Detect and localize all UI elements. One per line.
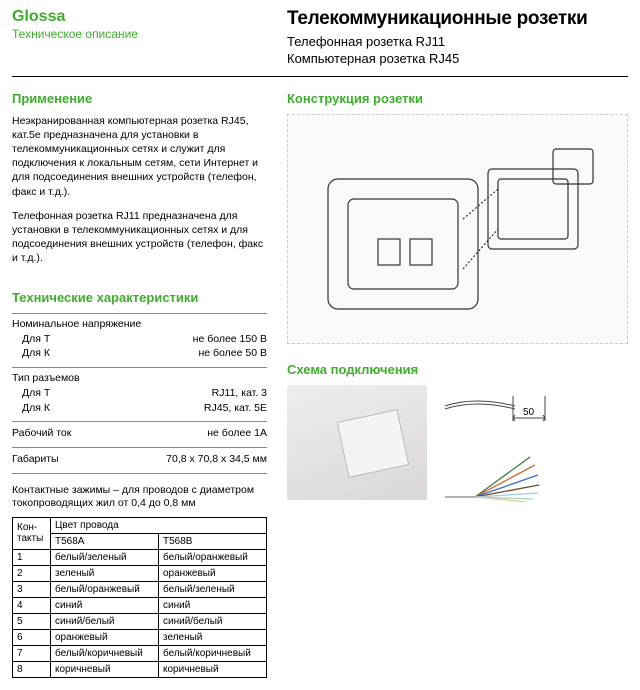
table-row: 5синий/белыйсиний/белый [13, 613, 267, 629]
spec-key: Рабочий ток [12, 426, 71, 441]
page-subtitle-1: Телефонная розетка RJ11 [287, 34, 628, 51]
wiring-photo [287, 385, 427, 500]
spec-key: Для Т [22, 386, 50, 401]
table-cell: 5 [13, 613, 51, 629]
table-cell: белый/коричневый [159, 645, 267, 661]
schema-row: 50 [287, 385, 628, 502]
socket-exploded-icon [298, 119, 618, 339]
table-cell: оранжевый [159, 565, 267, 581]
header-left: Glossa Техническое описание [12, 8, 267, 68]
table-cell: оранжевый [51, 629, 159, 645]
th-colorgroup: Цвет провода [51, 517, 267, 533]
section-construction: Конструкция розетки [287, 91, 628, 106]
table-row: 3белый/оранжевыйбелый/зеленый [13, 581, 267, 597]
table-row: 4синийсиний [13, 597, 267, 613]
th-contacts: Кон-такты [13, 517, 51, 549]
spec-key: Габариты [12, 452, 59, 467]
section-application: Применение [12, 91, 267, 106]
header-right: Телекоммуникационные розетки Телефонная … [287, 8, 628, 68]
table-cell: коричневый [159, 661, 267, 677]
table-cell: синий/белый [159, 613, 267, 629]
table-cell: зеленый [51, 565, 159, 581]
spec-row: Для Т не более 150 В [12, 332, 267, 347]
table-cell: синий/белый [51, 613, 159, 629]
table-cell: 2 [13, 565, 51, 581]
spec-voltage: Номинальное напряжение Для Т не более 15… [12, 318, 267, 361]
spec-connector-label: Тип разъемов [12, 372, 267, 384]
spec-row: Рабочий ток не более 1А [12, 426, 267, 441]
wire-fan-icon [435, 447, 555, 502]
spec-val: RJ45, кат. 5Е [204, 401, 267, 416]
clamp-note: Контактные зажимы – для проводов с диаме… [12, 484, 267, 511]
spec-val: 70,8 х 70,8 х 34,5 мм [166, 452, 267, 467]
column-left: Применение Неэкранированная компьютерная… [12, 91, 267, 678]
table-cell: 7 [13, 645, 51, 661]
spec-row: Для Т RJ11, кат. 3 [12, 386, 267, 401]
spec-voltage-label: Номинальное напряжение [12, 318, 267, 330]
spec-val: не более 50 В [198, 346, 267, 361]
spec-divider [12, 313, 267, 314]
table-row: 1белый/зеленыйбелый/оранжевый [13, 549, 267, 565]
table-cell: белый/оранжевый [51, 581, 159, 597]
table-cell: коричневый [51, 661, 159, 677]
spec-row: Для К не более 50 В [12, 346, 267, 361]
header: Glossa Техническое описание Телекоммуник… [12, 8, 628, 68]
table-row: T568A T568B [13, 533, 267, 549]
header-divider [12, 76, 628, 77]
spec-dims: Габариты 70,8 х 70,8 х 34,5 мм [12, 452, 267, 467]
table-row: 6оранжевыйзеленый [13, 629, 267, 645]
spec-key: Для Т [22, 332, 50, 347]
table-cell: зеленый [159, 629, 267, 645]
dim-value: 50 [523, 407, 535, 418]
schema-dimensions: 50 [435, 391, 555, 502]
table-row: 2зеленыйоранжевый [13, 565, 267, 581]
table-cell: 3 [13, 581, 51, 597]
application-p1: Неэкранированная компьютерная розетка RJ… [12, 114, 267, 199]
spec-row: Габариты 70,8 х 70,8 х 34,5 мм [12, 452, 267, 467]
table-cell: 8 [13, 661, 51, 677]
table-body: 1белый/зеленыйбелый/оранжевый2зеленыйора… [13, 549, 267, 677]
table-row: 7белый/коричневыйбелый/коричневый [13, 645, 267, 661]
spec-divider [12, 421, 267, 422]
th-t568a: T568A [51, 533, 159, 549]
wiring-table: Кон-такты Цвет провода T568A T568B 1белы… [12, 517, 267, 678]
table-cell: белый/коричневый [51, 645, 159, 661]
column-right: Конструкция розетки [287, 91, 628, 678]
table-row: Кон-такты Цвет провода [13, 517, 267, 533]
table-head: Кон-такты Цвет провода T568A T568B [13, 517, 267, 549]
spec-val: не более 150 В [193, 332, 267, 347]
section-schema: Схема подключения [287, 362, 628, 377]
spec-connector: Тип разъемов Для Т RJ11, кат. 3 Для К RJ… [12, 372, 267, 415]
spec-val: RJ11, кат. 3 [212, 386, 267, 401]
table-cell: синий [51, 597, 159, 613]
brand-name: Glossa [12, 8, 267, 26]
spec-key: Для К [22, 346, 50, 361]
construction-diagram [287, 114, 628, 344]
section-specs: Технические характеристики [12, 290, 267, 305]
table-row: 8коричневыйкоричневый [13, 661, 267, 677]
spec-divider [12, 367, 267, 368]
application-p2: Телефонная розетка RJ11 предназначена дл… [12, 209, 267, 266]
strip-length-icon: 50 [435, 391, 555, 441]
page-subtitle-2: Компьютерная розетка RJ45 [287, 51, 628, 68]
table-cell: 4 [13, 597, 51, 613]
page-title: Телекоммуникационные розетки [287, 8, 628, 30]
table-cell: синий [159, 597, 267, 613]
th-t568b: T568B [159, 533, 267, 549]
spec-row: Для К RJ45, кат. 5Е [12, 401, 267, 416]
spec-divider [12, 473, 267, 474]
page-root: Glossa Техническое описание Телекоммуник… [0, 0, 640, 690]
spec-divider [12, 447, 267, 448]
table-cell: белый/зеленый [51, 549, 159, 565]
spec-val: не более 1А [207, 426, 267, 441]
table-cell: белый/оранжевый [159, 549, 267, 565]
table-cell: 6 [13, 629, 51, 645]
brand-subtitle: Техническое описание [12, 27, 267, 41]
main-columns: Применение Неэкранированная компьютерная… [12, 91, 628, 678]
spec-key: Для К [22, 401, 50, 416]
spec-current: Рабочий ток не более 1А [12, 426, 267, 441]
table-cell: 1 [13, 549, 51, 565]
table-cell: белый/зеленый [159, 581, 267, 597]
